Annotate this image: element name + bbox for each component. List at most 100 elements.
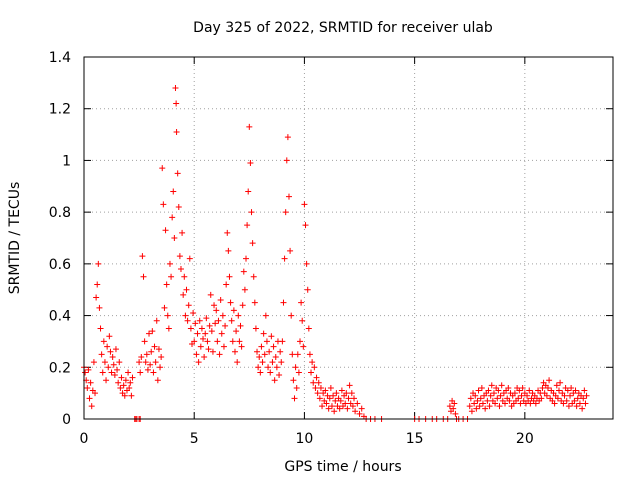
data-point	[303, 260, 310, 267]
data-point	[261, 351, 268, 358]
data-point	[203, 315, 210, 322]
data-point	[212, 320, 219, 327]
data-point	[283, 157, 290, 164]
data-point	[326, 395, 333, 402]
data-point	[185, 302, 192, 309]
data-point	[344, 405, 351, 412]
data-point	[86, 395, 93, 402]
data-point	[236, 338, 243, 345]
data-point	[348, 390, 355, 397]
data-point	[311, 364, 318, 371]
data-point	[224, 229, 231, 236]
data-point	[328, 403, 335, 410]
x-tick-label: 20	[516, 431, 534, 447]
plot-frame	[83, 56, 614, 420]
data-point	[281, 255, 288, 262]
data-point	[249, 240, 256, 247]
data-point	[168, 273, 175, 280]
data-point	[539, 384, 546, 391]
data-point	[110, 361, 117, 368]
data-point	[206, 322, 213, 329]
x-tick-label: 5	[190, 431, 199, 447]
data-point	[213, 307, 220, 314]
y-tick-label: 1.4	[49, 50, 71, 66]
data-point	[198, 325, 205, 332]
data-point	[111, 372, 118, 379]
data-point	[138, 353, 145, 360]
y-tick-label: 0.2	[49, 360, 71, 376]
data-point	[223, 281, 230, 288]
data-point	[121, 392, 128, 399]
data-point	[515, 395, 522, 402]
data-point	[312, 384, 319, 391]
data-points	[81, 85, 590, 422]
data-point	[211, 302, 218, 309]
data-point	[579, 405, 586, 412]
data-point	[568, 384, 575, 391]
data-point	[477, 395, 484, 402]
data-point	[560, 400, 567, 407]
data-point	[572, 387, 579, 394]
data-point	[136, 359, 143, 366]
data-point	[325, 405, 332, 412]
data-point	[231, 348, 238, 355]
data-point	[451, 400, 458, 407]
data-point	[315, 379, 322, 386]
data-point	[580, 395, 587, 402]
data-point	[196, 317, 203, 324]
data-point	[309, 359, 316, 366]
data-point	[193, 351, 200, 358]
data-point	[285, 193, 292, 200]
y-tick-label: 0.6	[49, 257, 71, 273]
data-point	[497, 392, 504, 399]
data-point	[243, 255, 250, 262]
data-point	[484, 397, 491, 404]
data-point	[106, 333, 113, 340]
data-point	[316, 395, 323, 402]
data-point	[151, 343, 158, 350]
data-point	[582, 400, 589, 407]
chart-title: Day 325 of 2022, SRMTID for receiver ula…	[193, 20, 493, 36]
data-point	[109, 353, 116, 360]
data-point	[95, 260, 102, 267]
data-point	[175, 203, 182, 210]
data-point	[304, 286, 311, 293]
data-point	[87, 379, 94, 386]
data-point	[252, 325, 259, 332]
data-point	[201, 353, 208, 360]
data-point	[157, 364, 164, 371]
data-point	[181, 273, 188, 280]
data-point	[230, 307, 237, 314]
data-point	[116, 359, 123, 366]
data-point	[258, 343, 265, 350]
data-point	[565, 403, 572, 410]
x-axis-label: GPS time / hours	[284, 459, 401, 475]
data-point	[155, 346, 162, 353]
data-point	[173, 128, 180, 135]
data-point	[104, 343, 111, 350]
data-point	[137, 369, 144, 376]
data-point	[472, 392, 479, 399]
data-point	[174, 170, 181, 177]
data-point	[260, 330, 267, 337]
data-point	[169, 214, 176, 221]
y-tick-label: 0.4	[49, 309, 71, 325]
data-point	[187, 325, 194, 332]
data-point	[581, 387, 588, 394]
data-point	[240, 268, 247, 275]
data-point	[317, 384, 324, 391]
data-point	[488, 382, 495, 389]
data-point	[294, 351, 301, 358]
data-point	[332, 397, 339, 404]
data-point	[501, 400, 508, 407]
data-point	[271, 377, 278, 384]
data-point	[297, 338, 304, 345]
data-point	[289, 351, 296, 358]
data-point	[92, 390, 99, 397]
data-point	[192, 320, 199, 327]
data-point	[576, 400, 583, 407]
data-point	[97, 325, 104, 332]
data-point	[495, 387, 502, 394]
data-point	[241, 286, 248, 293]
y-tick-label: 0.8	[49, 205, 71, 221]
